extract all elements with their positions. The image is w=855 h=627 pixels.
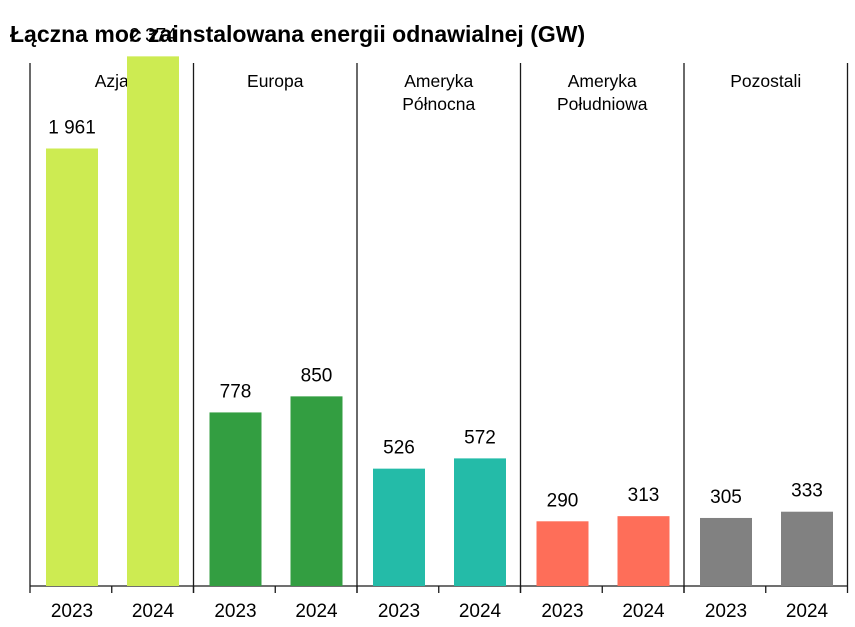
bar xyxy=(127,56,179,587)
data-label: 1 961 xyxy=(48,118,96,139)
x-tick-label: 2023 xyxy=(705,601,747,622)
region-label: Azja xyxy=(95,71,129,91)
region-label: Południowa xyxy=(557,94,648,114)
bar xyxy=(536,521,589,586)
bar xyxy=(781,511,833,586)
x-tick-label: 2024 xyxy=(622,601,665,622)
data-label: 778 xyxy=(220,381,252,402)
data-label: 305 xyxy=(710,487,742,508)
x-tick-label: 2023 xyxy=(51,601,93,622)
bar xyxy=(46,148,98,586)
x-tick-label: 2023 xyxy=(214,601,256,622)
chart-title: Łączna moc zainstalowana energii odnawia… xyxy=(10,21,585,47)
x-tick-label: 2023 xyxy=(541,601,583,622)
bar xyxy=(700,517,752,586)
region-label: Europa xyxy=(247,71,304,91)
bar xyxy=(209,412,262,586)
data-label: 526 xyxy=(383,438,415,459)
x-tick-label: 2024 xyxy=(786,601,829,622)
region-label: Ameryka xyxy=(404,71,473,91)
data-label: 572 xyxy=(464,427,496,448)
x-tick-label: 2024 xyxy=(132,601,175,622)
x-tick-label: 2023 xyxy=(378,601,420,622)
bar xyxy=(617,516,670,586)
x-tick-label: 2024 xyxy=(295,601,338,622)
bar xyxy=(373,468,425,586)
region-label: Północna xyxy=(402,94,475,114)
bar xyxy=(290,396,343,586)
bar xyxy=(454,458,506,586)
data-label: 313 xyxy=(628,485,660,506)
data-label: 290 xyxy=(547,490,579,511)
data-label: 850 xyxy=(301,365,333,386)
region-label: Pozostali xyxy=(730,71,801,91)
region-label: Ameryka xyxy=(568,71,637,91)
plot-area: Azja 1 961 2023 2 374 2024 Europa 778 2023 850 20… xyxy=(29,25,849,622)
x-tick-label: 2024 xyxy=(459,601,502,622)
data-label: 333 xyxy=(791,481,823,502)
data-label: 2 374 xyxy=(129,25,177,46)
